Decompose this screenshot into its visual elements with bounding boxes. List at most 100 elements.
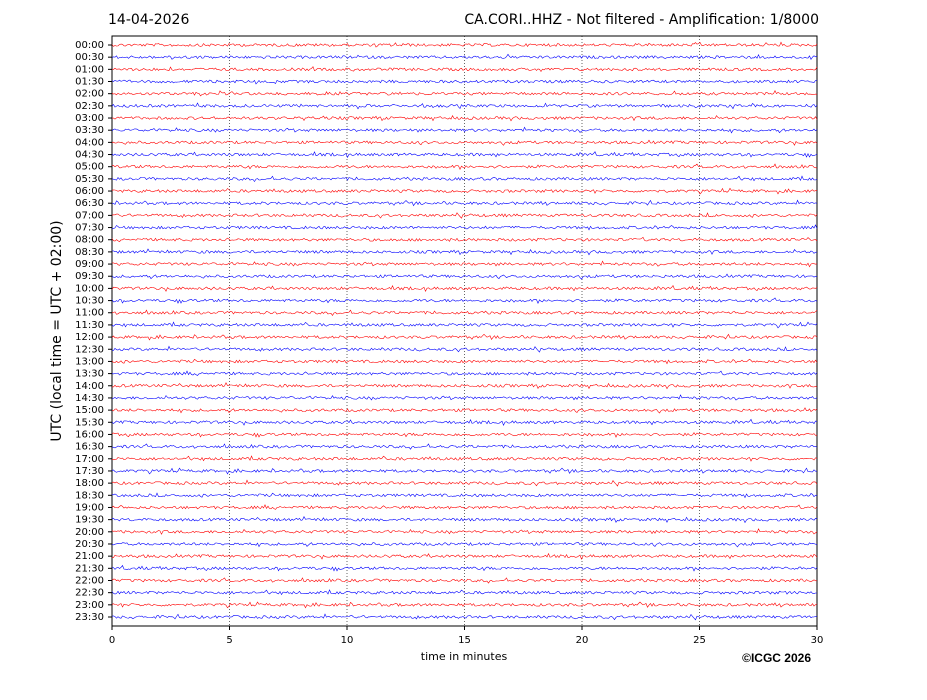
y-tick-label: 05:00	[75, 162, 104, 173]
trace	[111, 139, 818, 146]
x-tick-label: 5	[226, 635, 232, 646]
y-tick-label: 22:30	[75, 588, 104, 599]
trace	[111, 126, 818, 134]
trace	[111, 467, 817, 475]
trace	[111, 212, 818, 219]
trace	[111, 542, 818, 548]
y-tick-label: 22:00	[75, 575, 104, 586]
trace	[111, 528, 818, 535]
y-tick-label: 02:00	[75, 89, 104, 100]
x-tick-label: 30	[811, 635, 824, 646]
y-tick-label: 05:30	[75, 174, 104, 185]
y-tick-label: 14:00	[75, 381, 104, 392]
y-tick-label: 09:30	[75, 271, 104, 282]
credit: ©ICGC 2026	[742, 651, 811, 665]
y-tick-label: 16:30	[75, 442, 104, 453]
y-tick-label: 16:00	[75, 429, 104, 440]
trace	[111, 297, 818, 304]
y-tick-label: 15:30	[75, 417, 104, 428]
trace	[111, 443, 818, 450]
x-tick-label: 25	[693, 635, 706, 646]
y-tick-label: 10:00	[75, 283, 104, 294]
y-tick-label: 04:30	[75, 150, 104, 161]
y-tick-label: 12:30	[75, 344, 104, 355]
trace	[111, 577, 818, 584]
trace	[111, 79, 818, 85]
trace	[111, 432, 818, 438]
y-tick-label: 13:00	[75, 356, 104, 367]
trace	[112, 66, 818, 73]
trace	[111, 187, 818, 195]
x-tick-label: 15	[458, 635, 471, 646]
trace	[111, 115, 818, 122]
y-tick-label: 09:00	[75, 259, 104, 270]
trace	[111, 321, 818, 329]
trace	[111, 455, 818, 462]
trace	[111, 224, 818, 231]
y-tick-label: 11:30	[75, 320, 104, 331]
trace	[111, 589, 817, 596]
trace	[111, 151, 818, 159]
y-tick-label: 08:30	[75, 247, 104, 258]
trace	[111, 407, 818, 414]
trace	[111, 236, 818, 243]
y-tick-label: 23:00	[75, 600, 104, 611]
y-tick-label: 02:30	[75, 101, 104, 112]
trace	[111, 479, 818, 487]
y-tick-label: 17:30	[75, 466, 104, 477]
y-tick-label: 18:30	[75, 490, 104, 501]
x-axis-label: time in minutes	[421, 650, 508, 663]
trace	[111, 504, 818, 510]
y-tick-label: 01:30	[75, 77, 104, 88]
date-title: 14-04-2026	[108, 12, 189, 28]
trace	[111, 552, 818, 560]
y-tick-label: 03:30	[75, 125, 104, 136]
trace	[111, 382, 818, 390]
trace	[111, 199, 818, 207]
y-tick-label: 07:30	[75, 223, 104, 234]
y-tick-label: 14:30	[75, 393, 104, 404]
trace	[111, 175, 818, 183]
y-tick-label: 13:30	[75, 369, 104, 380]
x-tick-label: 10	[341, 635, 354, 646]
y-tick-label: 06:00	[75, 186, 104, 197]
trace	[111, 516, 818, 524]
trace	[111, 309, 818, 316]
chart-title: CA.CORI..HHZ - Not filtered - Amplificat…	[464, 12, 819, 28]
trace	[111, 601, 818, 609]
y-tick-label: 18:00	[75, 478, 104, 489]
y-tick-label: 21:00	[75, 551, 104, 562]
y-tick-label: 00:30	[75, 52, 104, 63]
y-tick-label: 08:00	[75, 235, 104, 246]
trace	[111, 41, 818, 48]
trace	[111, 418, 818, 426]
trace	[111, 492, 818, 499]
y-tick-label: 01:00	[75, 64, 104, 75]
trace	[111, 370, 818, 376]
y-tick-label: 10:30	[75, 296, 104, 307]
y-tick-label: 06:30	[75, 198, 104, 209]
trace	[111, 53, 818, 61]
y-axis-label: UTC (local time = UTC + 02:00)	[49, 220, 65, 441]
x-tick-label: 0	[109, 635, 115, 646]
y-tick-label: 20:00	[75, 527, 104, 538]
y-tick-label: 23:30	[75, 612, 104, 623]
trace	[111, 285, 818, 293]
trace	[111, 163, 818, 171]
y-tick-label: 20:30	[75, 539, 104, 550]
y-tick-label: 00:00	[75, 40, 104, 51]
trace	[111, 394, 818, 401]
y-tick-label: 19:00	[75, 502, 104, 513]
trace	[111, 248, 818, 256]
trace	[111, 333, 818, 341]
trace	[111, 273, 818, 280]
trace	[111, 613, 818, 621]
trace	[111, 345, 818, 353]
y-tick-label: 17:00	[75, 454, 104, 465]
y-tick-label: 04:00	[75, 137, 104, 148]
y-tick-label: 03:00	[75, 113, 104, 124]
trace	[111, 564, 818, 572]
y-tick-label: 15:00	[75, 405, 104, 416]
trace	[111, 90, 818, 97]
